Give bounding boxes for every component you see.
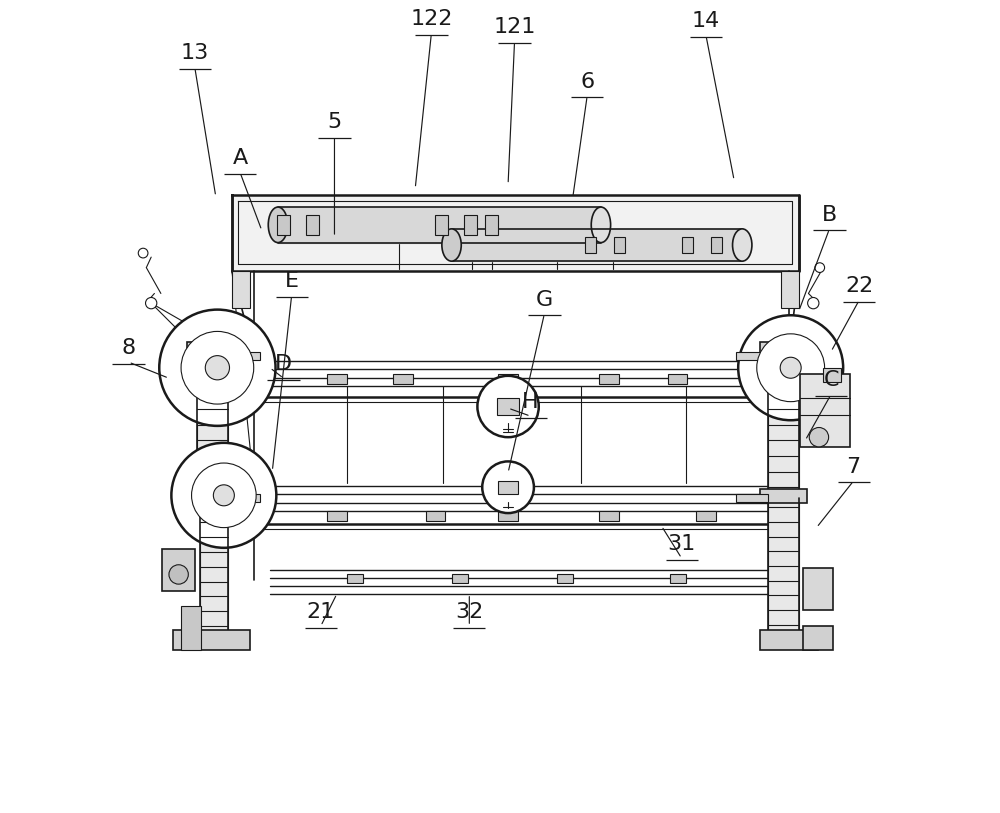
Bar: [426, 511, 445, 521]
Text: 22: 22: [845, 276, 873, 296]
Ellipse shape: [268, 207, 288, 242]
Ellipse shape: [442, 229, 461, 261]
Circle shape: [159, 310, 276, 426]
Circle shape: [213, 485, 234, 506]
Circle shape: [808, 298, 819, 309]
Bar: [498, 480, 518, 493]
Polygon shape: [452, 229, 742, 261]
Text: 121: 121: [493, 18, 536, 37]
Bar: [711, 237, 722, 253]
Text: A: A: [232, 148, 248, 168]
Bar: [464, 215, 477, 234]
Polygon shape: [278, 207, 601, 242]
Bar: [228, 493, 260, 502]
Bar: [232, 271, 250, 308]
Text: H: H: [522, 392, 539, 412]
Bar: [736, 493, 768, 502]
Bar: [162, 549, 195, 590]
Bar: [327, 511, 347, 521]
Circle shape: [171, 443, 276, 548]
Bar: [668, 374, 687, 384]
Circle shape: [205, 355, 230, 380]
Text: C: C: [823, 371, 839, 390]
Text: 122: 122: [410, 10, 453, 29]
Bar: [760, 630, 818, 650]
Bar: [614, 237, 625, 253]
Bar: [670, 575, 686, 583]
Bar: [306, 215, 319, 234]
Bar: [277, 215, 290, 234]
Text: 21: 21: [307, 602, 335, 622]
Bar: [393, 374, 413, 384]
Circle shape: [477, 376, 539, 437]
Bar: [187, 342, 239, 356]
Bar: [498, 374, 518, 384]
Circle shape: [138, 248, 148, 258]
Bar: [197, 354, 228, 495]
Bar: [187, 489, 239, 503]
Bar: [682, 237, 693, 253]
Text: 31: 31: [668, 534, 696, 554]
Text: D: D: [275, 354, 292, 374]
Bar: [768, 498, 799, 631]
Text: G: G: [536, 289, 553, 310]
Ellipse shape: [591, 207, 611, 242]
Circle shape: [192, 463, 256, 528]
Bar: [760, 342, 807, 356]
Text: 32: 32: [455, 602, 483, 622]
Text: 6: 6: [580, 72, 594, 92]
Circle shape: [146, 298, 157, 309]
Polygon shape: [232, 195, 799, 271]
Bar: [173, 630, 250, 650]
Bar: [497, 398, 519, 415]
Bar: [803, 568, 833, 610]
Bar: [803, 626, 833, 650]
Circle shape: [169, 565, 188, 584]
Bar: [760, 489, 807, 503]
Text: 13: 13: [181, 43, 209, 63]
Bar: [768, 354, 799, 495]
Circle shape: [181, 332, 254, 404]
Bar: [228, 351, 260, 359]
Bar: [800, 374, 850, 447]
Bar: [599, 374, 619, 384]
Text: 7: 7: [847, 457, 861, 476]
Bar: [736, 351, 768, 359]
Circle shape: [780, 357, 801, 378]
Text: 14: 14: [692, 11, 720, 31]
Bar: [781, 271, 799, 308]
Bar: [498, 511, 518, 521]
Bar: [585, 237, 596, 253]
Circle shape: [809, 428, 829, 447]
Circle shape: [757, 334, 825, 402]
Bar: [696, 511, 716, 521]
Circle shape: [482, 462, 534, 513]
Circle shape: [815, 263, 825, 272]
Bar: [347, 575, 363, 583]
Bar: [181, 606, 201, 650]
Ellipse shape: [733, 229, 752, 261]
Bar: [327, 374, 347, 384]
Text: 5: 5: [327, 112, 342, 132]
Bar: [557, 575, 573, 583]
Text: 8: 8: [122, 338, 136, 358]
Circle shape: [738, 315, 843, 420]
Bar: [485, 215, 498, 234]
Text: B: B: [822, 205, 837, 225]
Bar: [452, 575, 468, 583]
Bar: [435, 215, 448, 234]
Text: E: E: [285, 271, 299, 291]
Bar: [599, 511, 619, 521]
Bar: [823, 367, 841, 382]
Bar: [200, 499, 228, 633]
